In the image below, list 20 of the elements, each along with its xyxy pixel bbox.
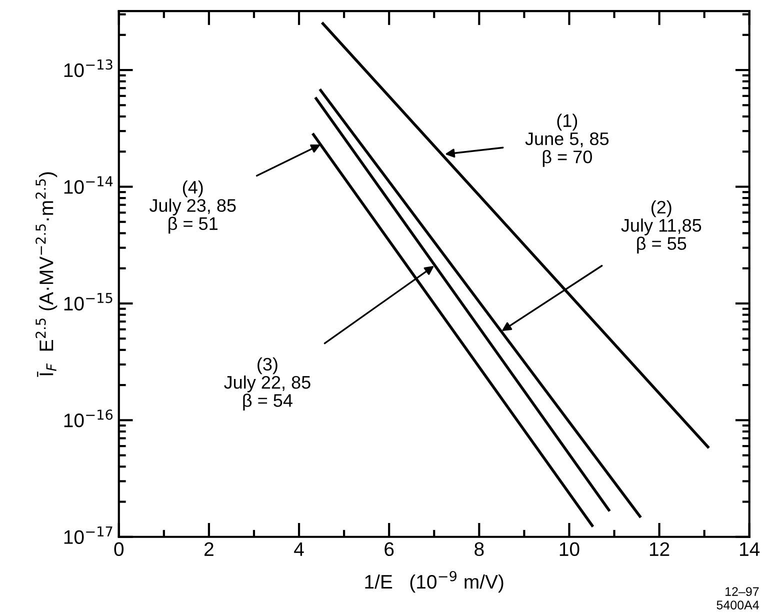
x-tick-label: 6: [384, 542, 394, 556]
annotation: (1) June 5, 85 β = 70: [525, 114, 609, 167]
y-tick-label: 10$^{−13}$: [64, 59, 112, 78]
annotation: (2) July 11,85 β = 55: [621, 200, 702, 254]
x-axis-title: 1/E (10$^{−9}$ m/V): [365, 570, 504, 593]
x-tick-label: 8: [474, 542, 484, 556]
y-tick-label: 10$^{−16}$: [64, 410, 113, 428]
x-tick-label: 10: [560, 542, 580, 556]
text: Ī$_{F}$ E$^{2.5}$ (A·MV$^{−2.5}$·m$^{2.5}$): [36, 172, 58, 377]
y-tick-label: 10$^{−17}$: [64, 526, 112, 544]
text: 12–97 5400A4: [716, 587, 759, 610]
annotation: (3) July 22, 85 β = 54: [224, 357, 310, 410]
y-tick-label: 10$^{−14}$: [64, 176, 113, 194]
y-tick-label: 10$^{−15}$: [64, 293, 112, 311]
x-tick-label: 0: [114, 542, 124, 556]
x-tick-label: 14: [740, 542, 760, 556]
x-tick-label: 4: [294, 542, 304, 556]
annotation: (4) July 23, 85 β = 51: [149, 180, 236, 234]
x-tick-label: 12: [650, 542, 670, 556]
x-tick-label: 2: [204, 542, 214, 556]
